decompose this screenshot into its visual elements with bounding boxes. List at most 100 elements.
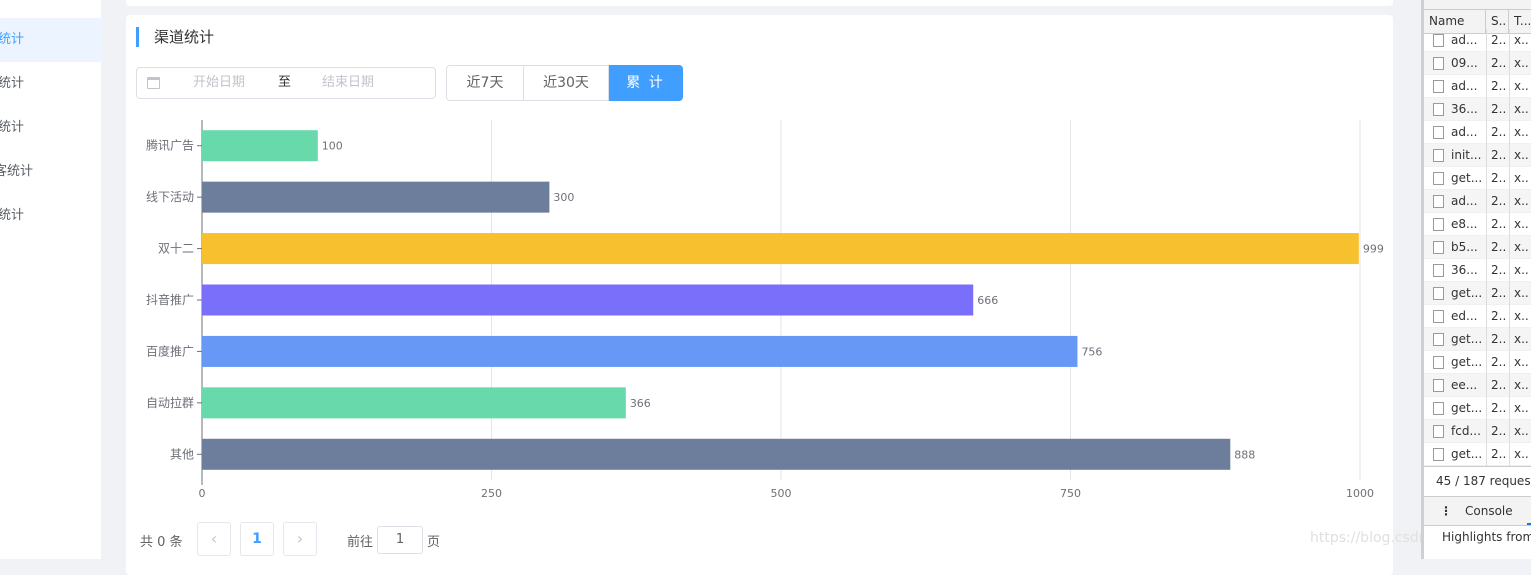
y-tick-label: 抖音推广 bbox=[146, 292, 194, 307]
sidebar-item-4[interactable]: 客统计 bbox=[0, 150, 101, 194]
request-type: x... bbox=[1514, 148, 1530, 162]
request-status: 2... bbox=[1491, 79, 1507, 93]
bar-4 bbox=[202, 284, 974, 316]
bar-2 bbox=[202, 181, 550, 213]
network-summary: 45 / 187 request bbox=[1424, 466, 1531, 494]
column-divider bbox=[1509, 328, 1510, 351]
column-divider bbox=[1509, 282, 1510, 305]
next-page-button[interactable]: › bbox=[283, 522, 317, 556]
sidebar-item-1[interactable]: 统计 bbox=[0, 18, 101, 62]
cumulative-button[interactable]: 累 计 bbox=[609, 65, 683, 101]
network-request-row[interactable]: get... 2... x... bbox=[1424, 167, 1531, 190]
card-title: 渠道统计 bbox=[136, 27, 214, 47]
column-divider bbox=[1486, 52, 1487, 75]
top-card bbox=[126, 0, 1393, 6]
bar-value-label: 756 bbox=[1081, 345, 1102, 358]
date-range-picker[interactable]: 开始日期 至 结束日期 bbox=[136, 67, 436, 99]
network-request-row[interactable]: ad... 2... x... bbox=[1424, 75, 1531, 98]
highlights-text: Highlights from bbox=[1442, 530, 1531, 544]
request-type: x... bbox=[1514, 171, 1530, 185]
request-name: ad... bbox=[1451, 125, 1478, 139]
network-request-row[interactable]: get... 2... x... bbox=[1424, 282, 1531, 305]
network-request-row[interactable]: b5... 2... x... bbox=[1424, 236, 1531, 259]
column-divider bbox=[1509, 121, 1510, 144]
last-7-days-button[interactable]: 近7天 bbox=[446, 65, 524, 101]
network-request-row[interactable]: get... 2... x... bbox=[1424, 328, 1531, 351]
request-name: get... bbox=[1451, 332, 1483, 346]
column-divider bbox=[1509, 144, 1510, 167]
request-name: fcd... bbox=[1451, 424, 1481, 438]
date-range-separator: 至 bbox=[278, 75, 292, 90]
column-divider bbox=[1486, 443, 1487, 466]
network-request-row[interactable]: ad... 2... x... bbox=[1424, 29, 1531, 52]
network-request-row[interactable]: ed... 2... x... bbox=[1424, 305, 1531, 328]
sidebar-item-label: 统计 bbox=[0, 32, 25, 47]
column-divider bbox=[1509, 259, 1510, 282]
network-request-row[interactable]: init... 2... x... bbox=[1424, 144, 1531, 167]
request-checkbox-icon bbox=[1433, 241, 1444, 254]
column-divider bbox=[1486, 213, 1487, 236]
request-checkbox-icon bbox=[1433, 57, 1444, 70]
request-name: ee... bbox=[1451, 378, 1478, 392]
request-type: x... bbox=[1514, 447, 1530, 461]
column-divider bbox=[1509, 167, 1510, 190]
start-date-input[interactable]: 开始日期 bbox=[193, 75, 246, 90]
last-30-days-button[interactable]: 近30天 bbox=[524, 65, 609, 101]
network-request-row[interactable]: 09... 2... x... bbox=[1424, 52, 1531, 75]
page-number-current[interactable]: 1 bbox=[240, 522, 274, 556]
more-vert-icon[interactable]: ⋮ bbox=[1440, 504, 1452, 518]
request-name: get... bbox=[1451, 355, 1483, 369]
network-request-row[interactable]: get... 2... x... bbox=[1424, 397, 1531, 420]
request-status: 2... bbox=[1491, 378, 1507, 392]
network-request-row[interactable]: 36... 2... x... bbox=[1424, 98, 1531, 121]
range-button-group: 近7天 近30天 累 计 bbox=[446, 65, 683, 101]
column-divider bbox=[1486, 167, 1487, 190]
bar-3 bbox=[202, 233, 1359, 265]
network-request-row[interactable]: ee... 2... x... bbox=[1424, 374, 1531, 397]
y-tick-label: 线下活动 bbox=[146, 190, 194, 204]
network-request-row[interactable]: e8... 2... x... bbox=[1424, 213, 1531, 236]
request-type: x... bbox=[1514, 33, 1530, 47]
sidebar-item-5[interactable]: 统计 bbox=[0, 194, 101, 238]
request-checkbox-icon bbox=[1433, 448, 1444, 461]
request-type: x... bbox=[1514, 309, 1530, 323]
y-tick-label: 自动拉群 bbox=[146, 395, 194, 410]
y-tick-label: 其他 bbox=[170, 447, 194, 461]
sidebar-item-3[interactable]: 统计 bbox=[0, 106, 101, 150]
active-tab-indicator bbox=[1527, 523, 1531, 525]
bar-5 bbox=[202, 335, 1078, 367]
request-checkbox-icon bbox=[1433, 310, 1444, 323]
request-type: x... bbox=[1514, 79, 1530, 93]
column-divider bbox=[1486, 374, 1487, 397]
y-tick-label: 双十二 bbox=[158, 242, 194, 256]
end-date-input[interactable]: 结束日期 bbox=[322, 75, 375, 90]
network-request-row[interactable]: 36... 2... x... bbox=[1424, 259, 1531, 282]
devtools-drawer-tabs: ⋮ Console bbox=[1424, 496, 1531, 526]
request-status: 2... bbox=[1491, 217, 1507, 231]
column-header-type[interactable]: T... bbox=[1514, 14, 1531, 28]
column-divider bbox=[1486, 190, 1487, 213]
request-status: 2... bbox=[1491, 332, 1507, 346]
tab-console[interactable]: Console bbox=[1465, 504, 1513, 518]
goto-page-input[interactable]: 1 bbox=[377, 526, 423, 554]
request-name: 09... bbox=[1451, 56, 1478, 70]
request-status: 2... bbox=[1491, 33, 1507, 47]
network-request-row[interactable]: ad... 2... x... bbox=[1424, 190, 1531, 213]
network-request-row[interactable]: get... 2... x... bbox=[1424, 351, 1531, 374]
column-header-name[interactable]: Name bbox=[1424, 10, 1486, 33]
column-divider bbox=[1509, 236, 1510, 259]
column-divider bbox=[1509, 305, 1510, 328]
sidebar-item-2[interactable]: 统计 bbox=[0, 62, 101, 106]
network-request-row[interactable]: fcd... 2... x... bbox=[1424, 420, 1531, 443]
prev-page-button[interactable]: ‹ bbox=[197, 522, 231, 556]
network-request-row[interactable]: get... 2... x... bbox=[1424, 443, 1531, 466]
request-type: x... bbox=[1514, 56, 1530, 70]
watermark: https://blog.csdn.n bbox=[1310, 530, 1441, 546]
request-status: 2... bbox=[1491, 240, 1507, 254]
network-request-row[interactable]: ad... 2... x... bbox=[1424, 121, 1531, 144]
request-name: 36... bbox=[1451, 263, 1478, 277]
chevron-right-icon: › bbox=[296, 529, 304, 548]
request-status: 2... bbox=[1491, 424, 1507, 438]
column-header-status[interactable]: S.. bbox=[1486, 10, 1509, 33]
request-name: get... bbox=[1451, 286, 1483, 300]
